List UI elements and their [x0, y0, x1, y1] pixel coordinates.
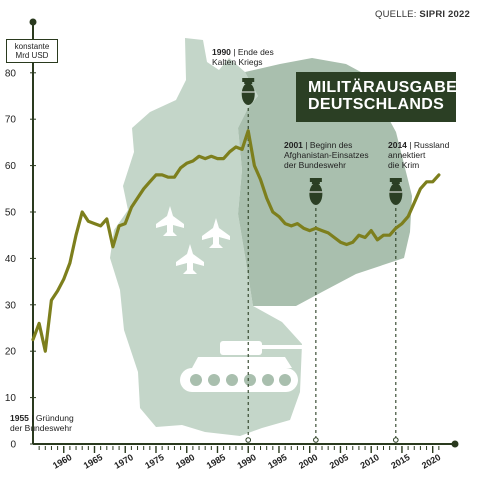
bomb-icon — [309, 178, 323, 205]
fighter-jet-icon — [202, 218, 230, 248]
x-tick-label: 1995 — [266, 452, 288, 471]
x-tick-label: 1990 — [236, 452, 258, 471]
y-tick-label: 20 — [5, 347, 17, 358]
bomb-icon — [241, 78, 255, 105]
x-tick-label: 2005 — [328, 452, 350, 471]
y-tick-label: 80 — [5, 68, 17, 79]
annotation-2001: 2001 | Beginn des Afghanistan-Einsatzes … — [284, 140, 369, 170]
y-tick-label: 10 — [5, 393, 17, 404]
y-tick-label: 70 — [5, 115, 17, 126]
x-tick-label: 2020 — [420, 452, 442, 471]
event-markers — [241, 78, 403, 443]
annotation-1990: 1990 | Ende des Kalten Kriegs — [212, 47, 274, 67]
x-tick-label: 1970 — [113, 452, 135, 471]
bomb-body — [389, 183, 403, 205]
x-tick-label: 1965 — [82, 452, 104, 471]
y-tick-label: 30 — [5, 300, 17, 311]
y-tick-label: 50 — [5, 208, 17, 219]
chart-axes — [29, 18, 459, 448]
y-axis-ticks: 0 10 20 30 40 50 60 70 80 — [5, 68, 36, 451]
event-line-end-dot — [393, 437, 399, 443]
x-tick-label: 1980 — [174, 452, 196, 471]
event-line-end-dot — [313, 437, 319, 443]
y-tick-label: 60 — [5, 161, 17, 172]
y-axis-label: konstante Mrd USD — [6, 39, 58, 63]
event-line-end-dot — [245, 437, 252, 443]
fighter-jet-icon — [176, 244, 204, 274]
x-tick-label: 2000 — [297, 452, 319, 471]
fighter-jet-icon — [156, 206, 184, 236]
y-tick-label: 0 — [10, 440, 16, 451]
annotation-2014: 2014 | Russland annektiert die Krim — [388, 140, 450, 170]
x-tick-label: 1975 — [143, 452, 165, 471]
source-note: QUELLE: SIPRI 2022 — [375, 9, 470, 20]
chart-title: MILITÄRAUSGABEN DEUTSCHLANDS — [296, 72, 469, 122]
chart-title-line-1: MILITÄRAUSGABEN — [308, 79, 469, 96]
x-tick-label: 2010 — [359, 452, 381, 471]
bomb-body — [241, 83, 255, 105]
y-axis-end-dot — [29, 18, 37, 26]
x-tick-label: 2015 — [389, 452, 411, 471]
x-tick-label: 1985 — [205, 452, 227, 471]
x-axis-end-dot — [451, 440, 459, 448]
annotation-1955: 1955 | Gründung der Bundeswehr — [10, 413, 74, 433]
x-axis-ticks: 1960 1965 1970 1975 1980 1985 1990 1995 2000 2005… — [38, 446, 442, 471]
chart-series — [31, 129, 441, 353]
bomb-fin — [309, 178, 322, 182]
y-tick-label: 40 — [5, 254, 17, 265]
x-tick-label: 1960 — [51, 452, 73, 471]
bomb-fin — [242, 78, 255, 82]
bomb-fin — [389, 178, 402, 182]
tank-icon — [180, 341, 306, 392]
bomb-body — [309, 183, 323, 205]
bomb-icon — [389, 178, 403, 205]
series-line-military-spending — [31, 129, 441, 353]
chart-title-line-2: DEUTSCHLANDS — [308, 96, 445, 113]
